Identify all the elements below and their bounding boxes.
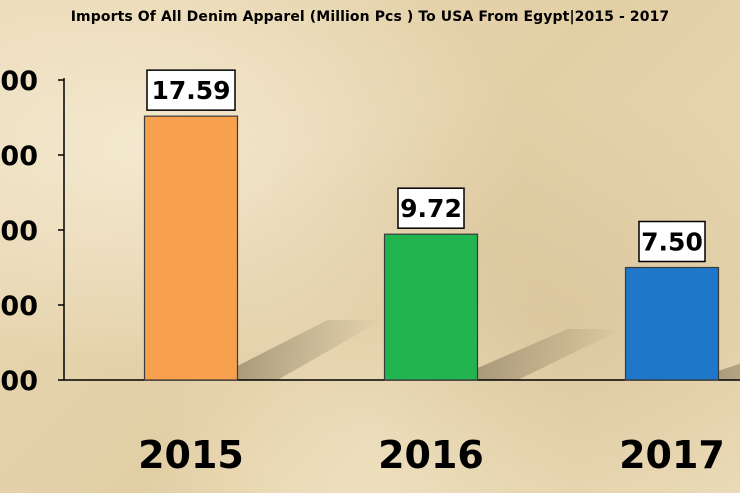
- y-tick-label: 000: [0, 291, 38, 322]
- x-tick-label: 2015: [138, 433, 244, 477]
- x-tick-label: 2017: [619, 433, 725, 477]
- chart-title: Imports Of All Denim Apparel (Million Pc…: [70, 9, 670, 25]
- bar-shadow: [233, 320, 383, 380]
- y-tick-label: 000: [0, 141, 38, 172]
- data-label-box: [397, 187, 465, 229]
- bar-2017: [624, 266, 720, 381]
- bar-shadow: [473, 328, 623, 380]
- bar-shadow: [714, 363, 740, 380]
- data-label-box: [146, 69, 236, 111]
- y-tick-label: 000: [0, 66, 38, 97]
- y-tick-label: 000: [0, 216, 38, 247]
- data-label: 17.59: [151, 76, 230, 105]
- bar-2016: [383, 233, 479, 381]
- data-label: 7.50: [641, 228, 703, 257]
- x-tick-label: 2016: [378, 433, 484, 477]
- y-tick-label: 000: [0, 366, 38, 397]
- data-label: 9.72: [400, 194, 462, 223]
- bar-2015: [143, 115, 239, 381]
- data-label-box: [638, 220, 706, 263]
